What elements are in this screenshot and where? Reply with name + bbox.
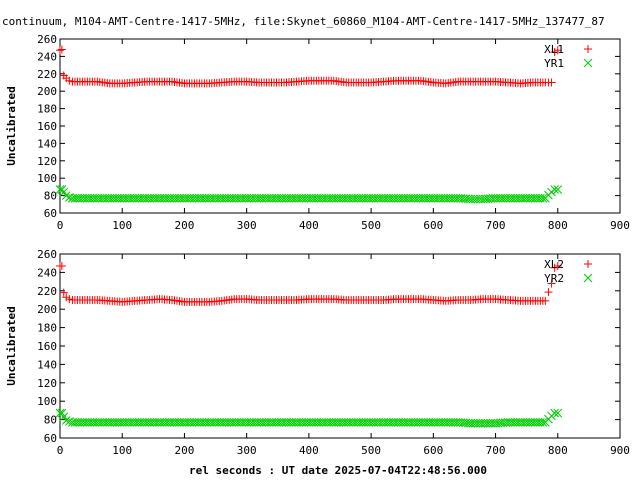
data-point [56, 46, 64, 55]
x-tick-label: 800 [548, 444, 568, 457]
y-tick-label: 120 [37, 377, 57, 390]
y-tick-label: 100 [37, 395, 57, 408]
y-axis-label: Uncalibrated [5, 86, 18, 165]
series-XL1 [56, 45, 562, 88]
plot-frame [59, 38, 621, 214]
data-point [541, 296, 550, 305]
data-point [57, 261, 66, 270]
legend-marker [583, 58, 593, 68]
y-tick-label: 260 [37, 33, 57, 46]
plot-frame [59, 253, 621, 439]
x-tick-label: 400 [299, 444, 319, 457]
data-point [538, 193, 548, 203]
y-axis-label: Uncalibrated [5, 306, 18, 385]
data-point [550, 185, 560, 194]
data-point [550, 408, 560, 418]
x-tick-label: 900 [610, 444, 630, 457]
y-tick-label: 80 [44, 190, 57, 203]
data-point [553, 46, 562, 55]
legend-marker [584, 45, 592, 53]
y-tick-label: 160 [37, 120, 57, 133]
y-tick-label: 160 [37, 340, 57, 353]
y-tick-label: 180 [37, 103, 57, 116]
x-tick-label: 700 [486, 444, 506, 457]
x-tick-label: 600 [423, 444, 443, 457]
y-tick-label: 240 [37, 266, 57, 279]
x-tick-label: 300 [237, 219, 257, 232]
y-tick-label: 180 [37, 322, 57, 335]
y-tick-label: 220 [37, 68, 57, 81]
y-tick-label: 200 [37, 303, 57, 316]
y-tick-label: 260 [37, 248, 57, 261]
series-XL2 [56, 261, 562, 306]
legend-label: XL1 [544, 43, 564, 56]
panel-2: 60 80 100 120 140 160 180 200 220 240 260 0 100 200 30… [5, 248, 630, 457]
data-point [547, 279, 556, 288]
x-tick-label: 700 [486, 219, 506, 232]
x-tick-label: 100 [112, 219, 132, 232]
x-tick-label: 500 [361, 219, 381, 232]
legend-label: YR2 [544, 272, 564, 285]
x-tick-label: 600 [423, 219, 443, 232]
x-tick-label: 200 [175, 444, 195, 457]
legend-marker [584, 260, 592, 268]
data-point [57, 45, 66, 54]
x-axis-label: rel seconds : UT date 2025-07-04T22:48:5… [189, 464, 487, 477]
x-tick-label: 0 [57, 219, 64, 232]
legend-marker [583, 273, 593, 283]
y-tick-label: 100 [37, 172, 57, 185]
y-tick-label: 240 [37, 50, 57, 63]
y-tick-label: 200 [37, 85, 57, 98]
y-tick-label: 80 [44, 414, 57, 427]
x-tick-label: 900 [610, 219, 630, 232]
y-tick-label: 60 [44, 432, 57, 445]
data-point [538, 418, 548, 427]
y-tick-label: 140 [37, 358, 57, 371]
x-tick-label: 100 [112, 444, 132, 457]
data-point [547, 78, 556, 87]
data-point [57, 185, 67, 194]
y-tick-label: 140 [37, 137, 57, 150]
y-tick-label: 220 [37, 285, 57, 298]
x-tick-label: 400 [299, 219, 319, 232]
x-tick-label: 200 [175, 219, 195, 232]
y-tick-label: 120 [37, 155, 57, 168]
series-YR2 [55, 408, 563, 428]
data-point [544, 288, 553, 297]
x-tick-label: 500 [361, 444, 381, 457]
figure-title: continuum, M104-AMT-Centre-1417-5MHz, fi… [2, 15, 605, 28]
data-point [59, 412, 69, 422]
x-tick-label: 800 [548, 219, 568, 232]
panel-1: 60 80 100 120 140 160 180 200 220 240 260 0 100 200 30… [5, 33, 630, 232]
data-point [553, 185, 563, 194]
data-point [61, 416, 71, 425]
series-YR1 [55, 185, 563, 204]
data-point [553, 261, 562, 270]
y-tick-label: 60 [44, 207, 57, 220]
legend-label: YR1 [544, 57, 564, 70]
x-tick-label: 300 [237, 444, 257, 457]
data-point [59, 288, 68, 297]
plot-panels: 60 80 100 120 140 160 180 200 220 240 260 0 100 200 30… [5, 33, 630, 457]
data-point [553, 408, 563, 418]
x-tick-label: 0 [57, 444, 64, 457]
legend-label: XL2 [544, 258, 564, 271]
